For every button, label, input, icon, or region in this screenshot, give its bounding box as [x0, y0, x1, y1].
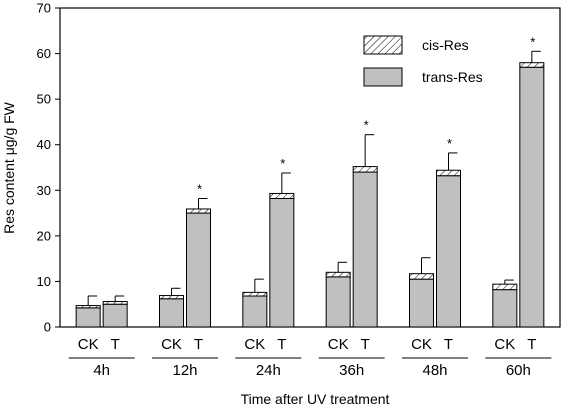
bars: * * * * *: [75, 34, 545, 328]
bar-cis-res: [436, 169, 461, 177]
y-tick-label: 70: [37, 1, 51, 16]
bar-label: CK: [78, 336, 99, 353]
significance-star: *: [280, 156, 285, 171]
group-label: 48h: [422, 362, 447, 379]
bar-cis-res: [242, 291, 268, 297]
bar-cis-res: [75, 305, 101, 309]
y-tick-label: 30: [37, 183, 51, 198]
bar-trans-res: [519, 66, 545, 328]
bar-cis-res: [492, 283, 518, 291]
group-label: 36h: [339, 362, 364, 379]
bar-cis-res: [352, 166, 378, 173]
significance-star: *: [447, 136, 452, 151]
y-axis-title: Res content μg/g FW: [1, 101, 17, 234]
bar-label: T: [194, 336, 203, 353]
bar-label: CK: [494, 336, 515, 353]
bar-label: T: [111, 336, 120, 353]
bar-label: CK: [161, 336, 182, 353]
y-tick-label: 50: [37, 92, 51, 107]
bar-trans-res: [269, 197, 295, 328]
group-label: 4h: [93, 362, 110, 379]
legend-swatch-cis: [363, 35, 403, 55]
legend-swatch-trans: [363, 67, 403, 87]
legend-label-trans: trans-Res: [422, 69, 483, 85]
significance-star: *: [364, 118, 369, 133]
bar-label: T: [444, 336, 453, 353]
y-axis: 0 10 20 30 40 50 60 70: [37, 1, 60, 335]
bar-cis-res: [269, 192, 295, 199]
bar-cis-res: [186, 208, 211, 214]
bar-label: CK: [411, 336, 432, 353]
group-label: 60h: [506, 362, 531, 379]
bar-trans-res: [436, 175, 461, 328]
bar-cis-res: [325, 271, 351, 278]
bar-cis-res: [159, 295, 184, 300]
y-tick-label: 20: [37, 228, 51, 243]
group-label: 12h: [172, 362, 197, 379]
bar-trans-res: [75, 307, 101, 328]
y-tick-label: 0: [44, 320, 51, 335]
bar-trans-res: [102, 303, 128, 328]
bar-label: CK: [244, 336, 265, 353]
bar-cis-res: [102, 300, 128, 305]
bar-trans-res: [242, 295, 268, 328]
bar-trans-res: [186, 212, 211, 328]
legend-label-cis: cis-Res: [422, 37, 469, 53]
bar-label: T: [361, 336, 370, 353]
bar-label: CK: [328, 336, 349, 353]
bar-cis-res: [519, 62, 545, 68]
significance-star: *: [530, 34, 535, 49]
legend: cis-Res trans-Res: [363, 35, 483, 87]
y-tick-label: 10: [37, 274, 51, 289]
significance-star: *: [197, 181, 202, 196]
bar-cis-res: [409, 273, 434, 280]
bar-trans-res: [352, 171, 378, 328]
bar-trans-res: [159, 298, 184, 328]
plot-frame: [59, 7, 561, 328]
bar-trans-res: [409, 278, 434, 328]
bar-trans-res: [492, 289, 518, 328]
bar-label: T: [277, 336, 286, 353]
group-label: 24h: [256, 362, 281, 379]
y-tick-label: 40: [37, 137, 51, 152]
x-axis-title: Time after UV treatment: [241, 391, 390, 407]
y-tick-label: 60: [37, 46, 51, 61]
bar-label: T: [527, 336, 536, 353]
bar-trans-res: [325, 276, 351, 328]
